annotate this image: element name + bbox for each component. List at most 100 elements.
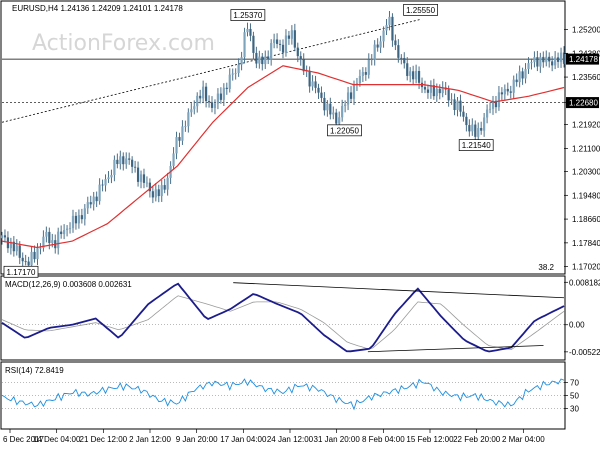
candle-body (382, 30, 385, 42)
candle-body (273, 39, 276, 43)
candle-body (163, 185, 166, 190)
candle (367, 53, 370, 79)
candle (12, 236, 15, 257)
candle-body (252, 35, 255, 53)
price-title: EURUSD,H4 1.24136 1.24209 1.24101 1.2417… (12, 4, 183, 13)
candle-body (320, 92, 323, 98)
candle (388, 11, 391, 31)
candle (453, 93, 456, 116)
candle-body (358, 76, 362, 84)
candle-body (275, 39, 279, 44)
candle-body (139, 174, 143, 182)
price-y-tick-label: 1.23560 (572, 73, 600, 82)
rsi-y-tick-label: 30 (570, 405, 579, 414)
candle-body (530, 62, 533, 64)
candle-body (412, 71, 415, 80)
price-y-tick-label: 1.21100 (572, 144, 600, 153)
price-annotation-label: 1.25550 (406, 6, 435, 15)
candle (426, 84, 430, 99)
candle (151, 185, 154, 204)
x-tick-label: 6 Dec 2017 (3, 435, 44, 444)
candle-body (204, 86, 208, 102)
candle (456, 96, 459, 117)
candle-body (542, 56, 545, 63)
candle-body (234, 73, 237, 74)
candle-body (240, 57, 243, 65)
macd-signal-line (1, 295, 565, 350)
candle-body (317, 87, 320, 93)
candle (468, 119, 471, 137)
candle-body (65, 228, 69, 231)
candle (107, 171, 110, 183)
candle (154, 183, 157, 202)
candle (228, 68, 231, 93)
candle (477, 122, 480, 143)
x-tick-label: 9 Jan 20:00 (176, 435, 218, 444)
candle-body (533, 57, 536, 63)
candle (317, 83, 320, 99)
candle (136, 161, 140, 187)
candle (420, 77, 424, 93)
candle-body (432, 85, 435, 97)
candle (0, 231, 4, 245)
price-y-tick-label: 1.21920 (572, 121, 600, 130)
candle (122, 152, 125, 171)
candle-body (199, 95, 202, 99)
candle (71, 209, 75, 233)
candle-body (497, 92, 501, 108)
candle-body (435, 88, 438, 97)
candle (488, 102, 492, 114)
candle-body (125, 158, 128, 165)
candle-body (527, 63, 530, 70)
candle-body (77, 215, 81, 224)
candle (134, 160, 137, 173)
candle-body (119, 156, 122, 165)
candle (63, 224, 66, 240)
candle (554, 51, 557, 70)
candle-body (480, 128, 483, 131)
candle-body (409, 71, 412, 76)
candle-body (92, 196, 95, 205)
candle (68, 222, 72, 234)
candle (515, 73, 518, 87)
candle (432, 78, 435, 100)
candle-body (474, 124, 477, 137)
candle-body (438, 88, 441, 94)
candle-body (178, 137, 181, 141)
candle (184, 120, 187, 132)
candle (42, 230, 45, 252)
candle (290, 25, 293, 45)
candle-body (406, 63, 409, 76)
candle (207, 95, 211, 108)
candle (497, 85, 501, 111)
candle (39, 243, 42, 255)
candle-body (462, 111, 465, 117)
candle-body (222, 87, 225, 100)
candle-body (281, 44, 285, 53)
candle (302, 53, 305, 76)
candle (275, 33, 279, 49)
candle-body (21, 257, 24, 262)
candle-body (477, 128, 480, 137)
macd-trend-line (233, 282, 565, 299)
candle (219, 87, 222, 104)
candle-body (376, 44, 379, 48)
candle-body (0, 235, 4, 239)
candle (403, 52, 406, 69)
candle-body (12, 241, 15, 252)
candle (400, 54, 403, 65)
candle-body (311, 81, 314, 87)
candle (314, 75, 317, 94)
candle-body (545, 56, 548, 63)
rsi-series-layer (1, 378, 565, 411)
candle-body (503, 88, 506, 95)
candle-body (488, 108, 492, 110)
candle (524, 63, 527, 84)
candle (483, 112, 486, 137)
price-y-tick-label: 1.18660 (572, 215, 600, 224)
candle-body (255, 52, 258, 64)
price-annotation-label: 1.22050 (330, 126, 359, 135)
candle (45, 226, 48, 243)
candle (24, 254, 27, 266)
candle (382, 26, 385, 48)
